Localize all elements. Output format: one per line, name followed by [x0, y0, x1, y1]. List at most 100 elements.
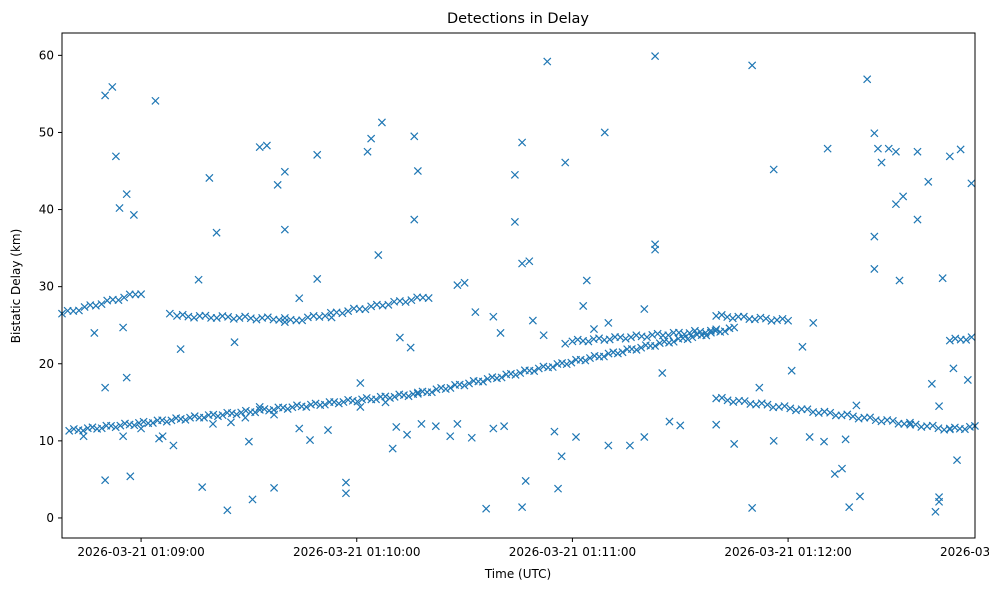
data-point	[489, 312, 498, 321]
data-point	[358, 395, 367, 404]
data-point	[511, 370, 520, 379]
data-point	[114, 296, 123, 305]
data-point	[478, 377, 488, 386]
data-point	[471, 308, 480, 317]
data-point	[953, 456, 962, 465]
data-point	[388, 444, 397, 453]
data-point	[88, 423, 97, 432]
data-point	[292, 316, 301, 325]
data-point	[906, 420, 915, 429]
data-point	[739, 312, 748, 321]
data-point	[496, 328, 505, 337]
data-point	[489, 424, 498, 433]
data-point	[115, 203, 124, 213]
data-point	[621, 334, 630, 343]
data-point	[769, 436, 778, 445]
data-point	[717, 310, 726, 319]
data-point	[604, 349, 613, 358]
data-point	[786, 404, 795, 413]
data-point	[506, 369, 515, 378]
data-point	[688, 333, 697, 342]
data-point	[427, 388, 436, 397]
data-point	[108, 82, 117, 91]
data-point	[884, 144, 893, 153]
data-point	[122, 373, 131, 382]
data-point	[605, 335, 614, 344]
data-point	[651, 341, 660, 351]
data-point	[613, 349, 622, 358]
data-point	[604, 318, 613, 327]
data-point	[167, 416, 176, 425]
data-point	[406, 343, 415, 352]
data-point	[500, 422, 509, 431]
data-point	[787, 366, 796, 375]
data-point	[518, 259, 527, 268]
data-point	[176, 345, 185, 354]
data-point	[557, 452, 566, 461]
data-point	[311, 399, 320, 408]
data-point	[579, 301, 588, 310]
data-point	[581, 356, 590, 365]
data-point	[413, 166, 422, 176]
data-point	[518, 138, 527, 147]
data-point	[655, 339, 664, 348]
data-point	[567, 358, 576, 367]
data-point	[223, 506, 232, 515]
data-point	[334, 399, 343, 408]
data-point	[74, 306, 83, 315]
plot-frame	[61, 32, 976, 539]
y-tick-label: 40	[39, 203, 54, 217]
data-point	[306, 400, 315, 409]
data-point	[805, 432, 814, 442]
data-point	[962, 335, 971, 344]
data-point	[212, 228, 221, 237]
data-point	[116, 421, 125, 430]
data-point	[148, 418, 157, 427]
data-point	[213, 412, 222, 421]
x-axis-label: Time (UTC)	[484, 567, 551, 581]
data-point	[134, 418, 143, 427]
data-point	[924, 177, 933, 186]
data-point	[665, 417, 674, 426]
data-point	[280, 318, 289, 327]
data-point	[530, 367, 539, 376]
data-point	[841, 435, 850, 444]
data-point	[270, 483, 279, 492]
data-point	[730, 323, 739, 332]
data-point	[255, 143, 264, 152]
data-point	[199, 413, 209, 422]
data-point	[381, 392, 390, 401]
data-point	[571, 432, 581, 442]
data-point	[371, 395, 381, 404]
data-point	[363, 147, 372, 156]
data-point	[561, 158, 570, 167]
data-point	[390, 392, 399, 401]
data-point	[453, 419, 462, 428]
data-point	[625, 441, 634, 450]
data-point	[232, 410, 241, 419]
data-point	[784, 316, 793, 325]
data-point	[642, 333, 651, 342]
data-point	[453, 281, 462, 290]
y-tick-label: 10	[39, 434, 54, 448]
data-point	[120, 293, 129, 302]
data-point	[224, 312, 233, 321]
data-point	[460, 278, 469, 287]
data-point	[137, 290, 146, 299]
data-point	[280, 313, 289, 322]
data-point	[356, 379, 365, 388]
data-point	[97, 424, 106, 433]
data-point	[241, 413, 250, 422]
data-point	[130, 421, 139, 430]
data-point	[79, 432, 88, 441]
data-point	[251, 408, 260, 417]
data-point	[151, 96, 160, 105]
data-point	[723, 396, 732, 405]
data-point	[589, 325, 599, 334]
data-point	[604, 441, 613, 450]
data-point	[362, 393, 371, 403]
data-point	[960, 425, 969, 434]
data-point	[262, 141, 271, 150]
data-point	[712, 420, 721, 429]
